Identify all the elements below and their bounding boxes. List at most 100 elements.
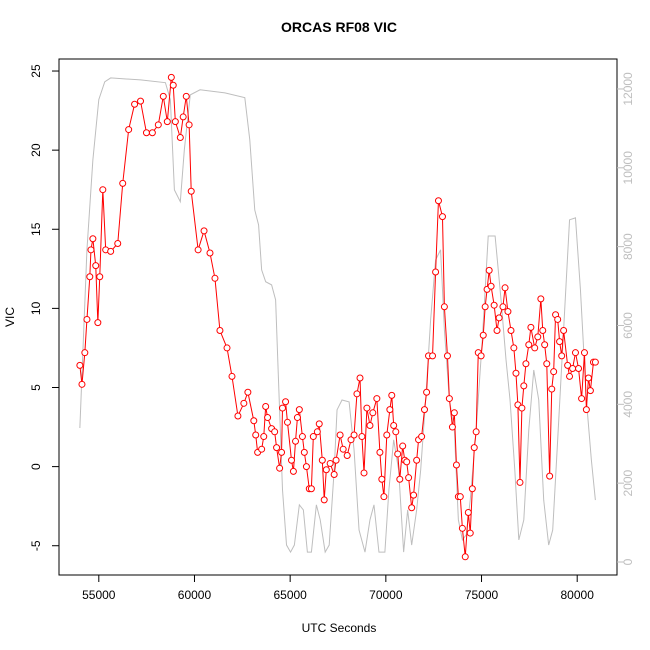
data-point [548, 385, 556, 393]
data-point [350, 431, 358, 439]
data-point [575, 365, 583, 373]
data-point [452, 461, 460, 469]
data-point [92, 262, 100, 270]
data-point [408, 504, 416, 512]
data-point [313, 428, 321, 436]
data-point [295, 406, 303, 414]
data-point [461, 553, 469, 561]
data-point [516, 478, 524, 486]
x-tick-label: 65000 [273, 588, 307, 602]
series-line [79, 77, 596, 554]
data-point [481, 303, 489, 311]
data-point [369, 409, 377, 417]
data-point [159, 92, 167, 100]
y-tick-label: 20 [29, 143, 43, 157]
data-point [399, 442, 407, 450]
data-point [580, 349, 588, 357]
data-point [546, 472, 554, 480]
data-point [216, 327, 224, 335]
data-point [176, 133, 184, 141]
data-point [376, 448, 384, 456]
data-point [320, 496, 328, 504]
x-tick-label: 60000 [178, 588, 212, 602]
data-point [283, 418, 291, 426]
data-point [99, 186, 107, 194]
data-point [438, 213, 446, 221]
y-tick-label: 0 [29, 463, 43, 470]
data-point [539, 327, 547, 335]
data-point [83, 315, 91, 323]
data-point [499, 303, 507, 311]
data-point [556, 338, 564, 346]
data-point [114, 240, 122, 248]
data-point [403, 458, 411, 466]
data-point [582, 406, 590, 414]
data-point [322, 466, 330, 474]
data-point [591, 358, 599, 366]
data-point [179, 113, 187, 121]
data-point [560, 327, 568, 335]
data-point [250, 417, 258, 425]
data-point [293, 414, 301, 422]
data-point [356, 374, 364, 382]
data-point [490, 301, 498, 309]
data-point [148, 129, 156, 137]
data-point [353, 390, 361, 398]
data-point [366, 421, 374, 429]
data-point [318, 456, 326, 464]
y-tick-label: 25 [29, 64, 43, 78]
data-point [258, 445, 266, 453]
y-tick-label: -5 [29, 540, 43, 551]
data-point [76, 361, 84, 369]
data-point [429, 352, 437, 360]
data-point [458, 524, 466, 532]
data-point [360, 469, 368, 477]
data-point [550, 368, 558, 376]
data-point [466, 529, 474, 537]
chart-title: ORCAS RF08 VIC [281, 19, 397, 35]
data-point [339, 445, 347, 453]
data-point [493, 327, 501, 335]
data-point [276, 464, 284, 472]
data-point [586, 387, 594, 395]
data-point [302, 463, 310, 471]
y2-tick-label: 4000 [621, 391, 635, 418]
x-tick-label: 80000 [561, 588, 595, 602]
data-point [260, 433, 268, 441]
y2-tick-label: 0 [621, 558, 635, 565]
data-point [309, 433, 317, 441]
data-point [87, 246, 95, 254]
data-point [125, 126, 133, 134]
data-point [525, 341, 533, 349]
data-point [388, 391, 396, 399]
data-point [300, 448, 308, 456]
data-point [504, 308, 512, 316]
data-point [169, 81, 177, 89]
data-point [363, 404, 371, 412]
data-point [378, 475, 386, 483]
data-point [510, 344, 518, 352]
y-axis-label: VIC [3, 307, 17, 327]
data-point [336, 431, 344, 439]
data-point [571, 349, 579, 357]
x-tick-label: 55000 [82, 588, 116, 602]
data-point [405, 474, 413, 482]
data-point [396, 475, 404, 483]
data-point [182, 92, 190, 100]
data-point [81, 349, 89, 357]
data-point [273, 444, 281, 452]
data-point [211, 274, 219, 282]
data-point [584, 374, 592, 382]
y2-tick-label: 8000 [621, 233, 635, 260]
data-point [223, 344, 231, 352]
data-point [534, 333, 542, 341]
data-point [298, 433, 306, 441]
data-point [420, 406, 428, 414]
data-point [566, 372, 574, 380]
data-point [330, 471, 338, 479]
data-point [96, 273, 104, 281]
data-point [541, 341, 549, 349]
y-tick-label: 15 [29, 222, 43, 236]
data-point [445, 395, 453, 403]
plot-frame [58, 58, 618, 576]
